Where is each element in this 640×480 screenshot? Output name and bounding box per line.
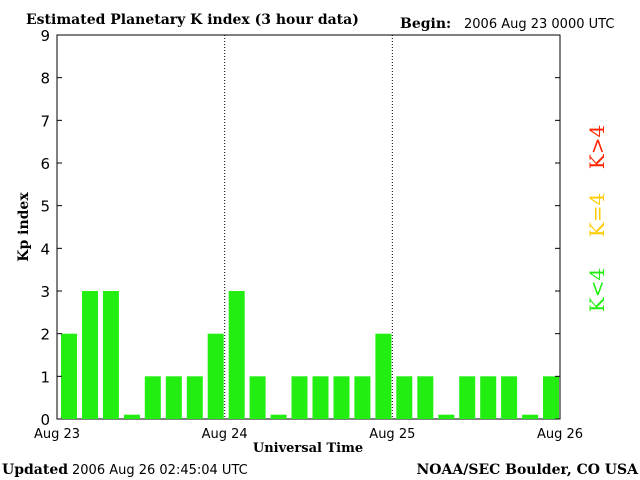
kp-bar (82, 291, 98, 419)
updated-label: Updated (2, 462, 68, 478)
legend: K<4 K=4 K>4 (585, 125, 609, 312)
kp-bar (61, 333, 77, 419)
kp-bar (375, 333, 392, 419)
kp-bar (333, 376, 350, 419)
y-axis: 0 1 2 3 4 5 6 7 8 9 (40, 27, 560, 429)
kp-bar (144, 376, 161, 419)
y-tick-label: 9 (40, 27, 50, 45)
kp-bar (501, 376, 518, 419)
kp-bar (123, 414, 140, 419)
kp-bar (207, 333, 224, 419)
y-tick-label: 0 (40, 411, 50, 429)
x-axis-label: Universal Time (253, 441, 363, 456)
begin-value: 2006 Aug 23 0000 UTC (464, 17, 614, 32)
chart-title: Estimated Planetary K index (3 hour data… (26, 12, 359, 28)
x-axis: Aug 23 Aug 24 Aug 25 Aug 26 (34, 427, 583, 442)
credit-text: NOAA/SEC Boulder, CO USA (417, 462, 640, 478)
kp-bar (459, 376, 476, 419)
plot-frame (56, 34, 561, 420)
legend-entry: K<4 (585, 268, 609, 312)
y-tick-label: 3 (40, 283, 50, 301)
kp-bar (417, 376, 434, 419)
day-separators (224, 35, 393, 419)
kp-bar (396, 376, 413, 419)
kp-bar (522, 414, 539, 419)
legend-entry: K>4 (585, 125, 609, 169)
kp-bar (543, 376, 559, 419)
kp-bar (312, 376, 329, 419)
x-tick-label: Aug 24 (202, 427, 248, 442)
kp-bar (291, 376, 308, 419)
kp-bar (354, 376, 371, 419)
begin-label: Begin: (400, 16, 451, 32)
y-tick-label: 4 (40, 240, 50, 258)
kp-bar (438, 414, 455, 419)
y-tick-label: 6 (40, 155, 50, 173)
y-tick-label: 7 (40, 112, 50, 130)
x-tick-label: Aug 23 (34, 427, 80, 442)
updated-value: 2006 Aug 26 02:45:04 UTC (72, 463, 248, 478)
bars-group (61, 291, 559, 419)
legend-entry: K=4 (585, 193, 609, 237)
y-tick-label: 5 (40, 198, 50, 216)
kp-bar (249, 376, 266, 419)
kp-bar (480, 376, 497, 419)
y-axis-label: Kp index (16, 192, 32, 262)
x-tick-label: Aug 25 (369, 427, 415, 442)
y-tick-label: 1 (40, 368, 50, 386)
kp-bar (102, 291, 119, 419)
kp-bar (165, 376, 182, 419)
y-tick-label: 2 (40, 326, 50, 344)
x-tick-label: Aug 26 (537, 427, 583, 442)
kp-bar (186, 376, 203, 419)
y-tick-label: 8 (40, 70, 50, 88)
kp-bar (270, 414, 287, 419)
kp-bar (228, 291, 245, 419)
